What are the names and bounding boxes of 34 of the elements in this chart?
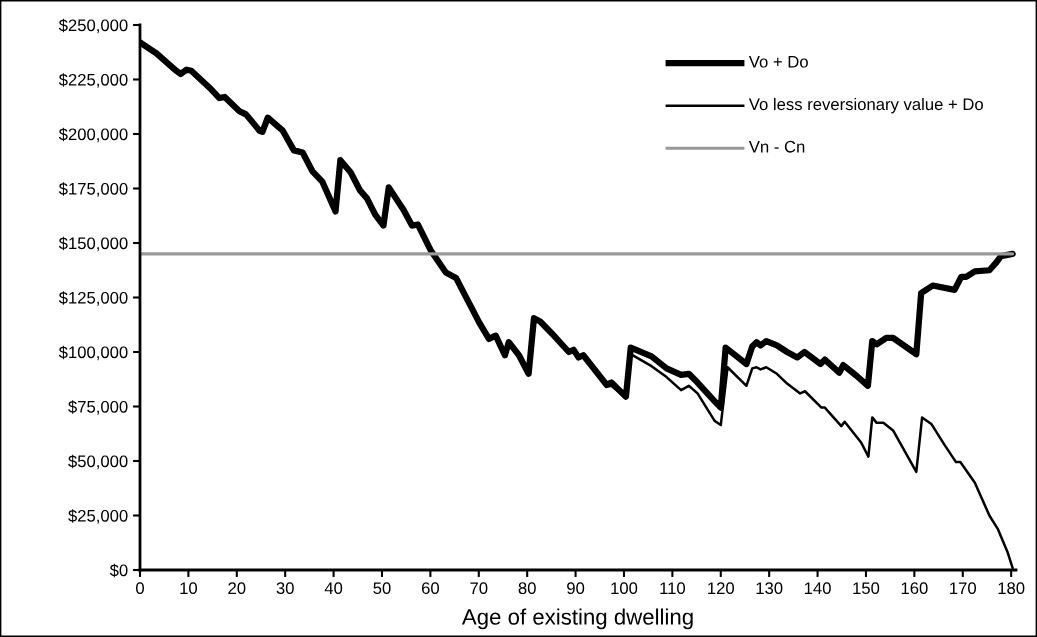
x-tick-label: 130 bbox=[756, 582, 783, 595]
y-tick-label: $200,000 bbox=[58, 127, 128, 143]
x-tick-label: 180 bbox=[998, 582, 1025, 595]
x-tick-label: 70 bbox=[470, 582, 488, 595]
x-tick-label: 160 bbox=[901, 582, 928, 595]
legend-label: Vo + Do bbox=[748, 55, 808, 68]
x-tick-label: 30 bbox=[276, 582, 294, 595]
legend-label: Vn - Cn bbox=[748, 140, 805, 153]
x-tick-label: 50 bbox=[373, 582, 391, 595]
x-tick-label: 120 bbox=[708, 582, 735, 595]
y-tick-label: $100,000 bbox=[58, 345, 128, 361]
y-tick-label: $0 bbox=[109, 563, 128, 578]
x-tick-label: 100 bbox=[611, 582, 638, 595]
x-tick-label: 150 bbox=[853, 582, 880, 595]
y-tick-label: $25,000 bbox=[68, 509, 128, 524]
y-tick-label: $150,000 bbox=[58, 236, 128, 252]
x-tick-label: 20 bbox=[228, 582, 246, 595]
x-tick-label: 40 bbox=[324, 582, 343, 595]
x-tick-label: 10 bbox=[180, 582, 198, 595]
y-tick-label: $250,000 bbox=[58, 18, 128, 34]
x-tick-label: 80 bbox=[518, 582, 536, 595]
x-tick-label: 140 bbox=[804, 582, 831, 595]
x-tick-label: 0 bbox=[136, 582, 144, 595]
y-tick-label: $75,000 bbox=[68, 400, 128, 415]
x-axis-title: Age of existing dwelling bbox=[461, 608, 693, 630]
legend-label: Vo less reversionary value + Do bbox=[748, 97, 983, 114]
y-tick-label: $175,000 bbox=[58, 182, 128, 197]
y-tick-label: $225,000 bbox=[58, 73, 128, 88]
x-tick-label: 170 bbox=[950, 582, 977, 595]
y-tick-label: $50,000 bbox=[68, 454, 128, 470]
x-tick-label: 60 bbox=[421, 582, 439, 595]
y-tick-label: $125,000 bbox=[58, 291, 128, 306]
x-tick-label: 110 bbox=[660, 582, 686, 595]
x-tick-label: 90 bbox=[567, 582, 585, 595]
